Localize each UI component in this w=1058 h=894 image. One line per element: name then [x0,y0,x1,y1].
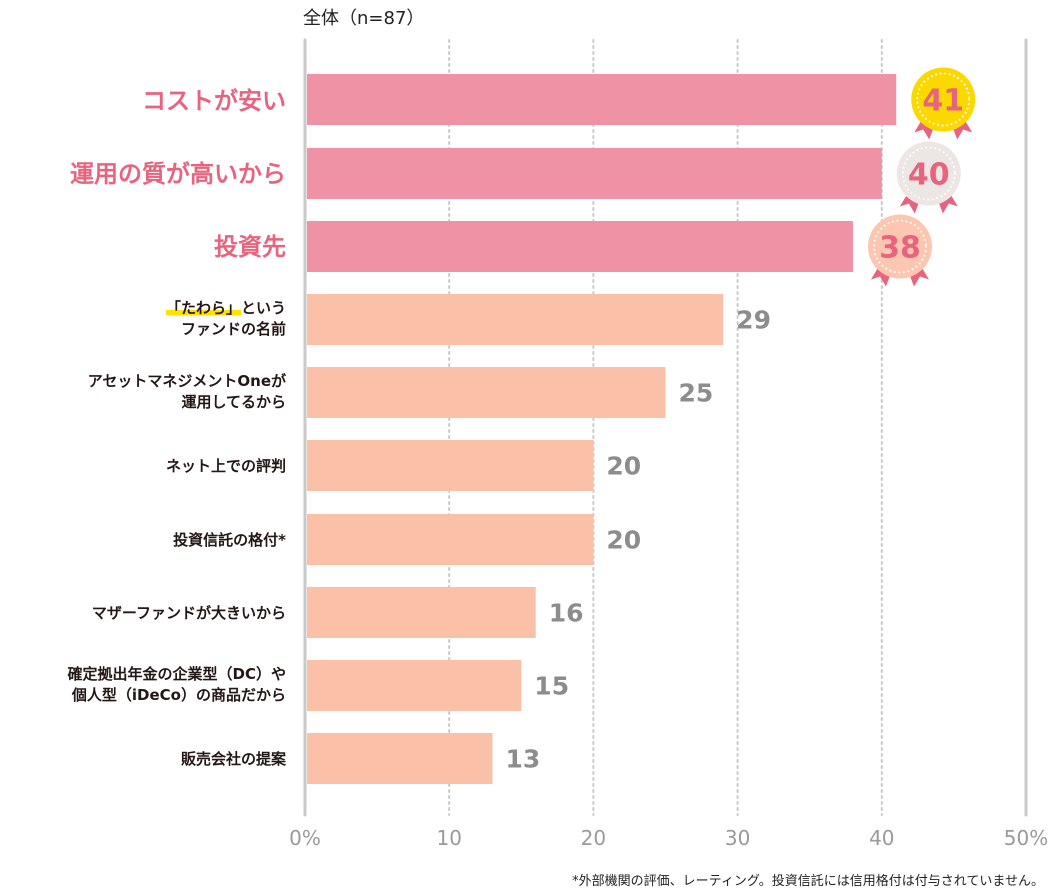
bar [307,74,897,125]
rank-badge-gold: 41 [911,67,976,140]
bar [307,148,882,199]
category-label-3-line2: ファンドの名前 [180,320,286,338]
badge-dotted-ring [916,72,971,127]
category-label-4-line1: アセットマネジメントOneが [87,372,286,390]
category-label-9: 販売会社の提案 [180,750,286,768]
bars [307,74,897,784]
x-tick-label: 40 [869,826,894,850]
badge-circle [867,214,932,279]
bar [307,514,594,565]
category-label-3: 「たわら」という ファンドの名前 [165,298,286,340]
category-label-6: 投資信託の格付* [173,531,286,549]
value-label: 15 [534,672,569,701]
x-tick-label: 10 [436,826,461,850]
category-label-8: 確定拠出年金の企業型（DC）や 個人型（iDeCo）の商品だから [68,664,286,706]
highlighted-brand-name: 「たわら」 [165,299,241,317]
category-label-3-rest: という [240,299,286,317]
badge-value: 41 [922,84,964,119]
x-tick-label: 30 [725,826,750,850]
bar [307,587,536,638]
badge-dotted-ring [901,146,956,201]
badge-circle [896,141,961,206]
bar [307,367,666,418]
bar [307,733,493,784]
value-label: 16 [549,599,584,628]
badge-value: 38 [879,231,921,266]
chart-subtitle: 全体（n=87） [303,8,425,29]
bar [307,221,853,272]
value-labels: 29 25 20 20 16 15 13 [505,306,771,774]
x-tick-label: 0% [289,826,321,850]
rank-badge-bronze: 38 [867,214,932,287]
x-tick-label: 20 [581,826,606,850]
value-label: 20 [606,526,641,555]
category-label-4: アセットマネジメントOneが 運用してるから [88,371,286,413]
footnote: *外部機関の評価、レーティング。投資信託には信用格付は付与されていません。 [572,874,1044,889]
x-tick-label: 50% [1004,826,1048,850]
badge-value: 40 [908,158,950,193]
category-label-8-line1: 確定拠出年金の企業型（DC）や [67,665,286,683]
value-label: 29 [736,306,771,335]
category-label-4-line2: 運用してるから [181,393,286,411]
bar [307,660,522,711]
badge-circle [911,67,976,132]
category-label-0: コストが安い [142,87,286,115]
category-label-1: 運用の質が高いから [70,160,286,188]
category-label-8-line2: 個人型（iDeCo）の商品だから [71,686,286,704]
value-label: 20 [606,452,641,481]
category-label-7: マザーファンドが大きいから [91,604,286,622]
value-label: 25 [679,379,714,408]
category-label-2: 投資先 [214,233,286,261]
value-label: 13 [505,745,540,774]
rank-badge-silver: 40 [896,141,961,214]
badge-dotted-ring [872,219,927,274]
x-axis-ticks: 0% 10 20 30 40 50% [289,826,1048,850]
category-label-5: ネット上での評判 [165,457,286,475]
gridlines [303,38,1028,817]
bar [307,294,724,345]
rank-badges: 41 40 38 [867,67,976,287]
bar [307,440,594,491]
